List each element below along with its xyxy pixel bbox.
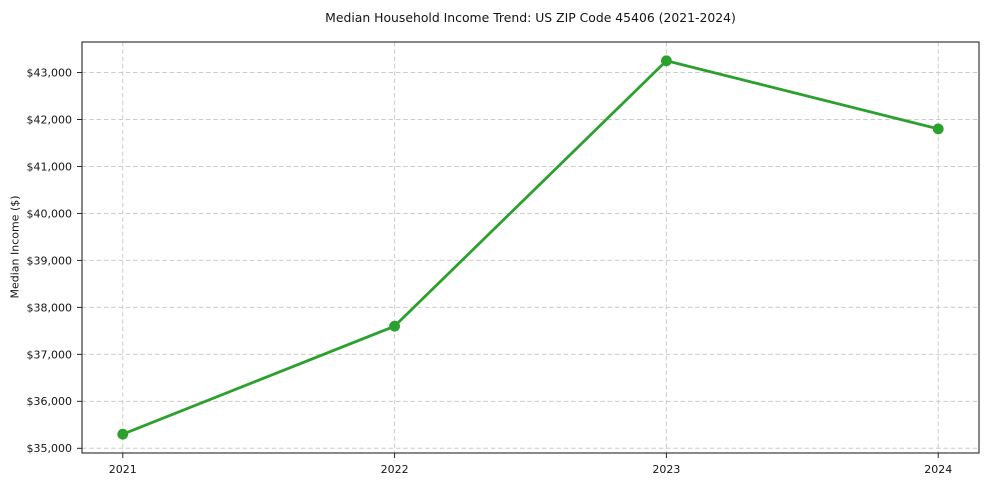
data-point [661,55,672,67]
x-tick-label: 2022 [381,463,409,476]
plot-border [81,41,980,454]
y-tick-label: $40,000 [27,207,73,220]
y-tick-label: $35,000 [27,442,73,455]
y-tick-label: $36,000 [27,395,73,408]
x-tick-label: 2023 [652,463,680,476]
income-trend-line [121,59,940,436]
x-tick-label: 2024 [924,463,952,476]
data-point [389,320,400,332]
y-tick-label: $37,000 [27,348,73,361]
y-tick-label: $38,000 [27,301,73,314]
y-tick-label: $42,000 [27,113,73,126]
data-point [117,428,129,440]
chart-title: Median Household Income Trend: US ZIP Co… [325,10,736,25]
x-tick-label: 2021 [109,463,137,476]
y-tick-label: $43,000 [27,66,73,79]
y-tick-label: $41,000 [27,160,73,173]
y-tick-label: $39,000 [27,254,73,267]
data-point [932,123,944,135]
